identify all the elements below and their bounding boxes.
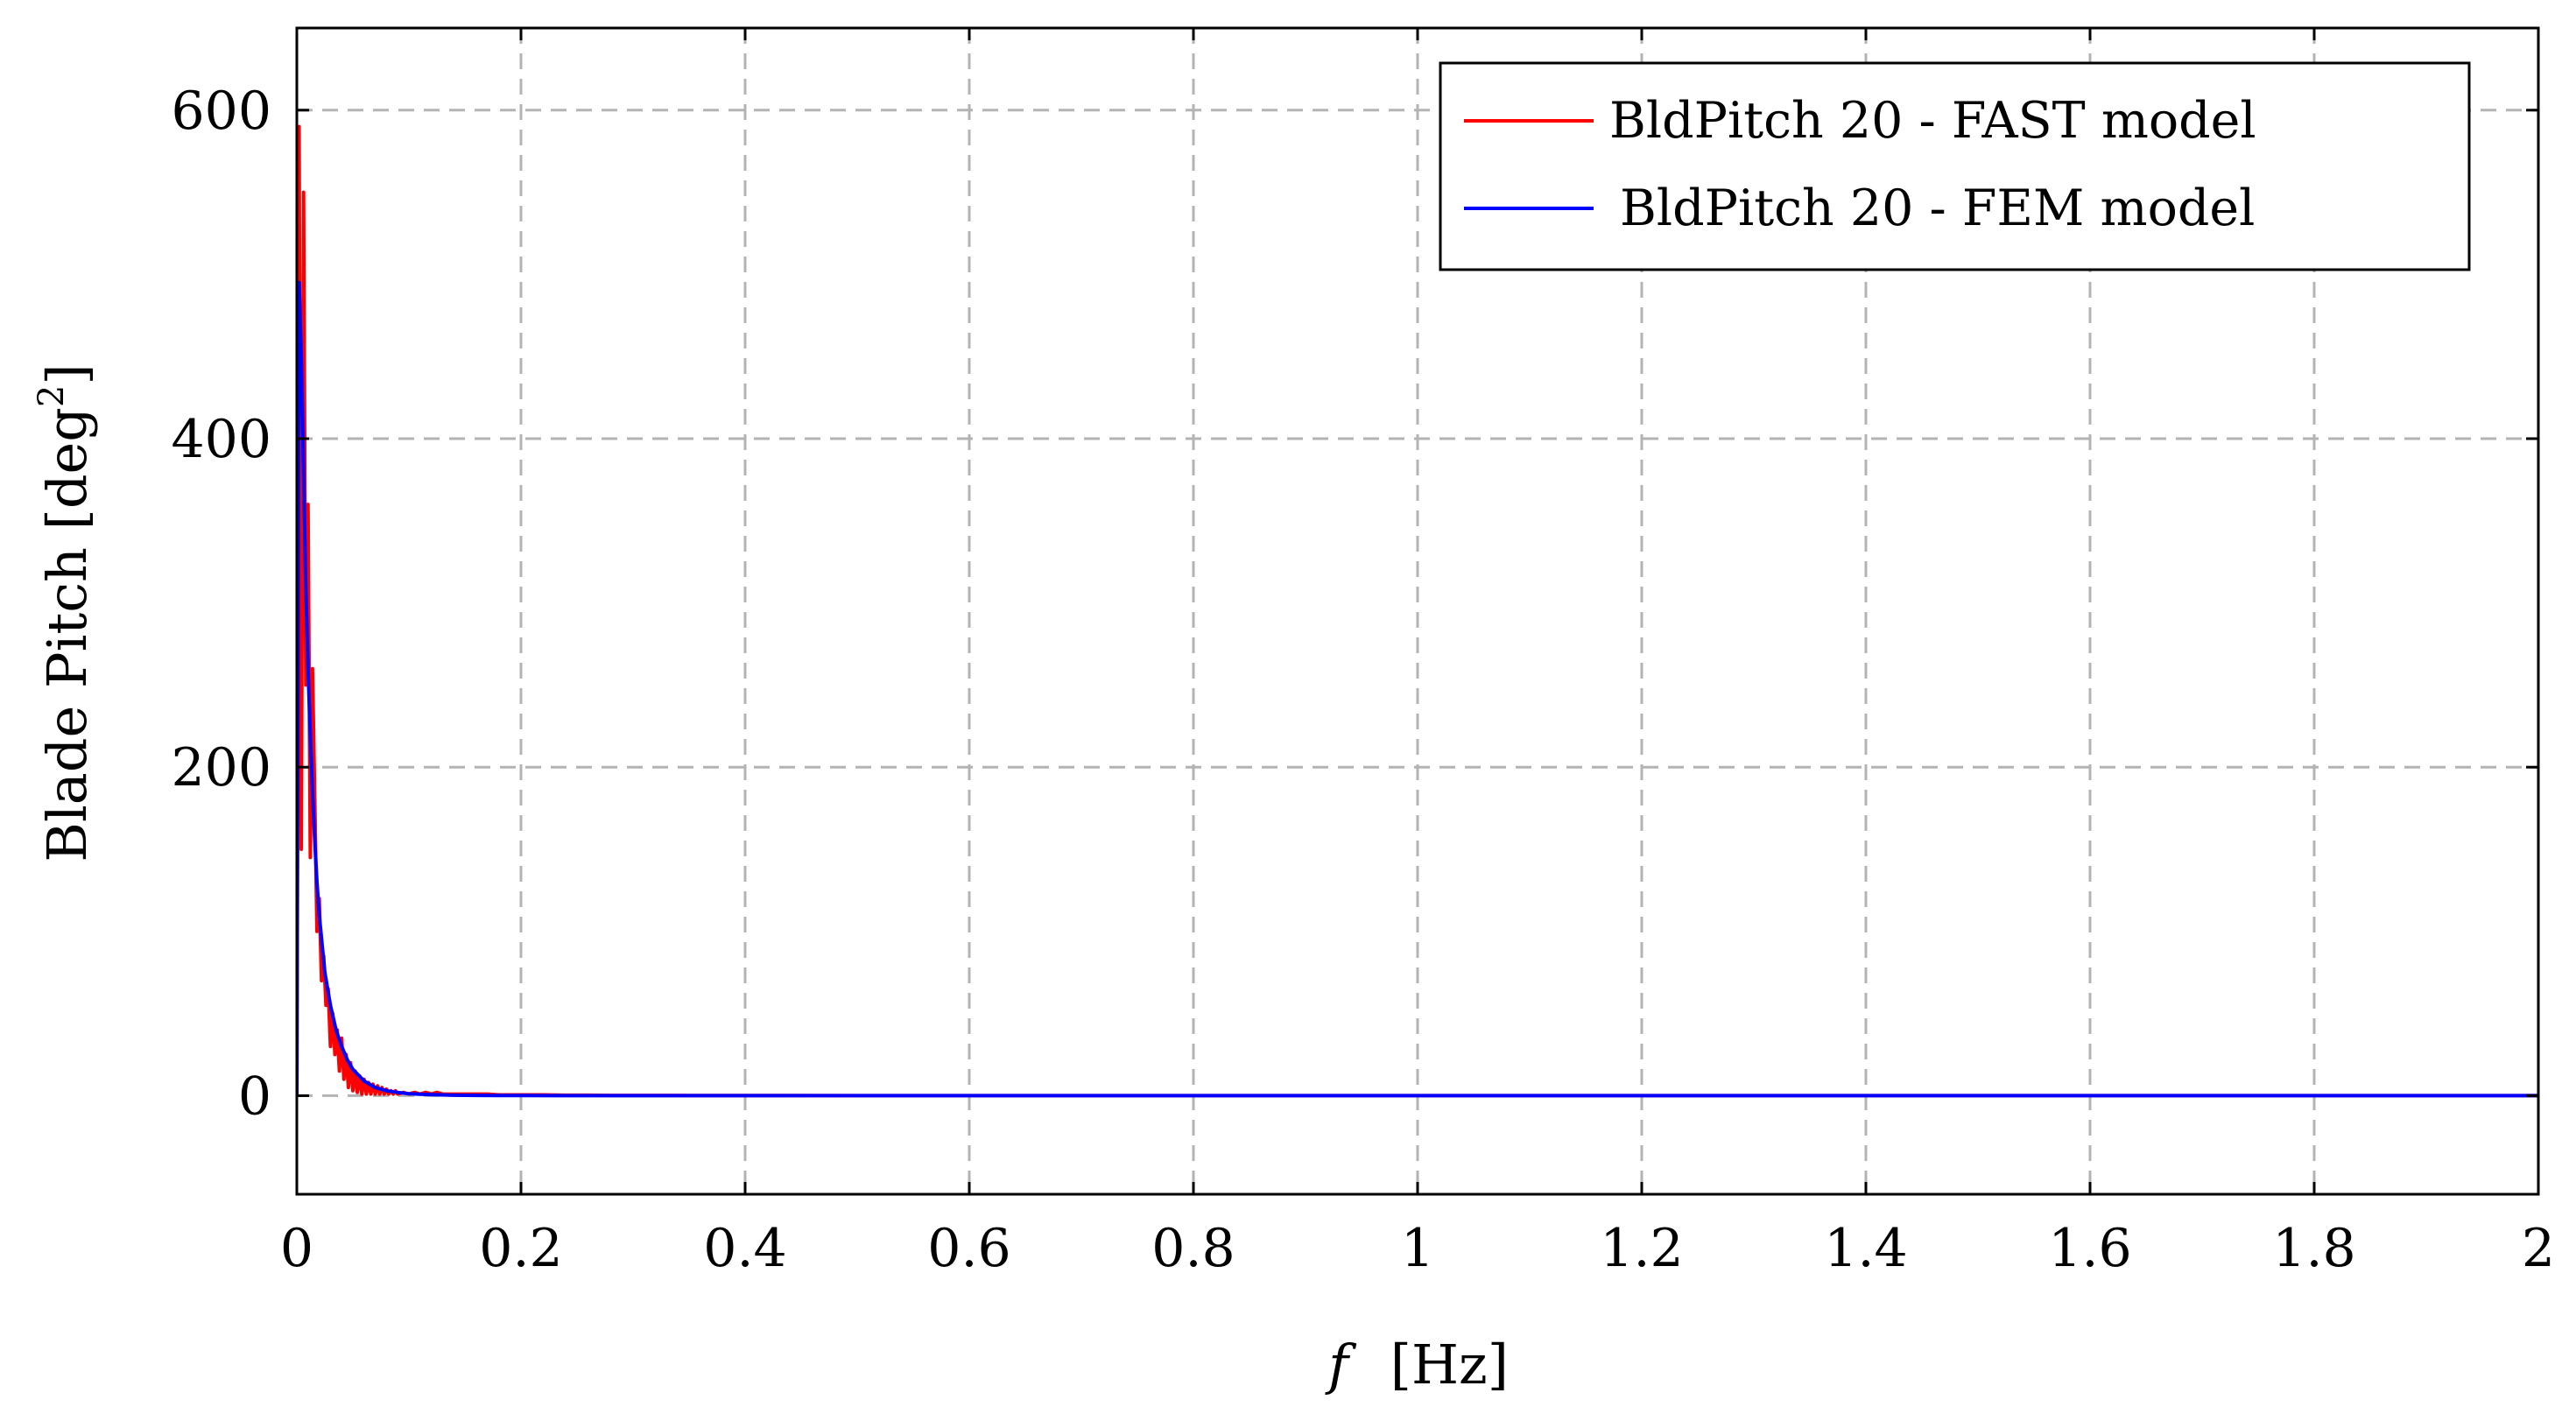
y-axis-label-superscript: 2 [32,385,72,407]
x-tick-label: 0.2 [479,1218,562,1279]
x-tick-label: 1.6 [2048,1218,2131,1279]
x-axis-label-variable: f [1325,1333,1357,1396]
y-axis-label: Blade Pitch [deg2] [32,363,99,862]
x-tick-label: 0.4 [703,1218,786,1279]
x-axis-label: f [Hz] [1325,1333,1509,1396]
legend-box [1439,61,2471,271]
y-tick-label: 200 [171,737,271,798]
x-tick-label: 2 [2522,1218,2555,1279]
x-axis-label-unit: [Hz] [1390,1333,1509,1396]
x-tick-label: 0.8 [1151,1218,1235,1279]
series-line-fem [297,280,2538,1098]
legend-label-fast: BldPitch 20 - FAST model [1609,92,2256,150]
x-tick-label: 1 [1401,1218,1434,1279]
x-tick-label: 0 [280,1218,313,1279]
y-axis-label-close: ] [35,363,99,384]
legend-label-fem: BldPitch 20 - FEM model [1620,179,2255,237]
y-axis-label-text: Blade Pitch [deg [35,407,99,862]
x-tick-label: 1.2 [1600,1218,1683,1279]
series-layer [297,124,2538,1098]
y-tick-label: 0 [238,1066,271,1127]
x-tick-label: 1.8 [2272,1218,2355,1279]
x-tick-label: 0.6 [927,1218,1010,1279]
y-tick-label: 600 [171,81,271,142]
legend: BldPitch 20 - FAST model BldPitch 20 - F… [1439,61,2471,271]
x-tick-label: 1.4 [1824,1218,1907,1279]
y-tick-label: 400 [171,409,271,470]
tick-layer: 0 0.2 0.4 0.6 0.8 1 1.2 1.4 1.6 1.8 2 0 200 400 600 [171,28,2555,1279]
